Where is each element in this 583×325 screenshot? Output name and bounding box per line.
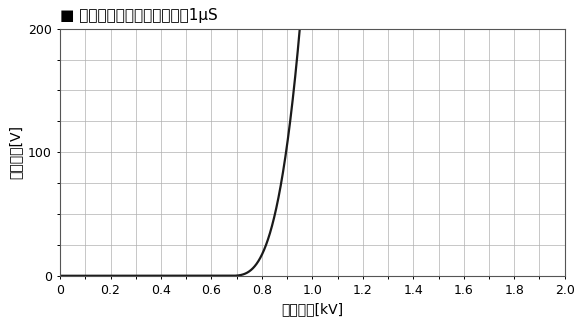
Text: ■ パルス減衰特性　パルス幈1μS: ■ パルス減衰特性 パルス幈1μS (60, 8, 218, 23)
X-axis label: 入力電圧[kV]: 入力電圧[kV] (282, 303, 343, 317)
Y-axis label: 出力電圧[V]: 出力電圧[V] (8, 125, 22, 179)
